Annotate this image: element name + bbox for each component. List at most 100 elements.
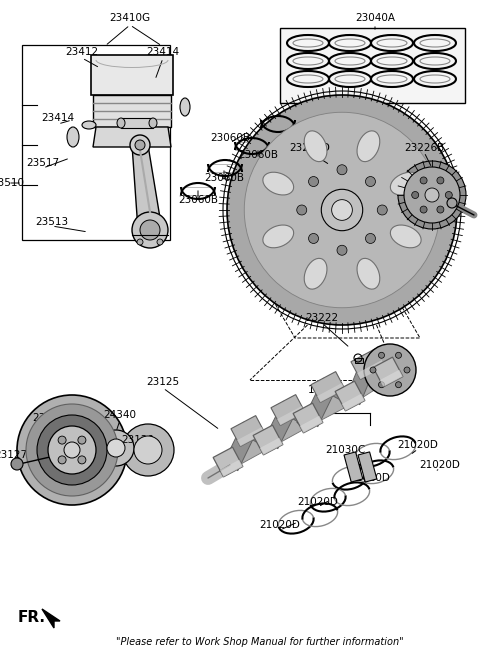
Circle shape [332,200,352,220]
Text: 21020D: 21020D [260,520,300,530]
Polygon shape [311,372,345,402]
Polygon shape [277,406,305,425]
Circle shape [396,382,401,388]
Text: 23412: 23412 [65,47,98,57]
Ellipse shape [357,131,380,162]
Circle shape [78,436,86,444]
Polygon shape [91,55,173,95]
Polygon shape [42,609,60,628]
Circle shape [227,95,457,325]
Text: 23226B: 23226B [404,143,444,153]
Ellipse shape [357,258,380,289]
Ellipse shape [304,131,327,162]
Circle shape [58,456,66,464]
Ellipse shape [304,258,327,289]
Text: 21020D: 21020D [298,497,338,507]
Text: 23060B: 23060B [178,195,218,205]
Circle shape [78,456,86,464]
Ellipse shape [263,225,294,248]
Polygon shape [346,365,392,403]
Circle shape [365,177,375,187]
Polygon shape [237,427,265,446]
Polygon shape [253,425,283,455]
Circle shape [140,220,160,240]
Text: 23222: 23222 [305,313,338,323]
Text: "Please refer to Work Shop Manual for further information": "Please refer to Work Shop Manual for fu… [116,637,404,647]
Circle shape [137,239,143,245]
Circle shape [107,439,125,457]
Circle shape [132,212,168,248]
Circle shape [337,245,347,256]
Circle shape [364,344,416,396]
Text: 23110: 23110 [278,410,312,420]
Ellipse shape [82,121,96,129]
Circle shape [420,177,427,184]
Circle shape [130,135,150,155]
Polygon shape [220,460,243,477]
Circle shape [379,352,384,358]
Polygon shape [363,355,388,381]
Ellipse shape [390,225,421,248]
Polygon shape [350,355,372,405]
Text: 23517: 23517 [26,158,60,168]
Polygon shape [300,416,323,433]
Polygon shape [283,401,308,427]
Circle shape [379,382,384,388]
Circle shape [244,112,440,307]
Polygon shape [93,127,171,147]
Ellipse shape [180,98,190,116]
Text: 23060B: 23060B [238,150,278,160]
Text: 24340: 24340 [104,410,136,420]
Bar [22,45,170,240]
Text: 21020D: 21020D [420,460,460,470]
Circle shape [437,206,444,213]
Polygon shape [243,422,268,449]
Bar [358,452,377,482]
Polygon shape [260,438,283,455]
Text: 23410G: 23410G [109,13,151,23]
Circle shape [370,367,376,373]
Circle shape [17,395,127,505]
Text: 21020D: 21020D [349,473,390,483]
Polygon shape [264,411,312,447]
Ellipse shape [390,172,421,195]
Circle shape [134,436,162,464]
Circle shape [377,205,387,215]
Circle shape [157,239,163,245]
Circle shape [437,177,444,184]
Circle shape [98,430,134,466]
Polygon shape [93,95,171,127]
Polygon shape [224,433,272,469]
Circle shape [337,165,347,175]
Circle shape [398,161,466,229]
Circle shape [396,352,401,358]
Bar [121,118,153,128]
Polygon shape [293,403,323,433]
Circle shape [37,415,107,485]
Circle shape [365,233,375,244]
Circle shape [420,206,427,213]
Polygon shape [324,378,350,405]
Text: 23124B: 23124B [32,413,72,423]
Polygon shape [304,389,354,425]
Circle shape [135,140,145,150]
Ellipse shape [67,127,79,147]
Circle shape [321,189,363,231]
Text: FR.: FR. [18,610,46,625]
Text: 23311A: 23311A [414,180,454,190]
Bar [355,358,363,363]
Text: 23200D: 23200D [289,143,330,153]
Circle shape [48,426,96,474]
Circle shape [404,167,460,223]
Text: 23060B: 23060B [204,173,244,183]
Bar [280,28,465,103]
Ellipse shape [263,172,294,195]
Polygon shape [132,145,162,230]
Circle shape [11,458,23,470]
Polygon shape [213,447,243,477]
Circle shape [412,191,419,198]
Text: 23513: 23513 [36,217,69,227]
Circle shape [447,198,457,208]
Polygon shape [373,357,403,387]
Polygon shape [231,416,265,446]
